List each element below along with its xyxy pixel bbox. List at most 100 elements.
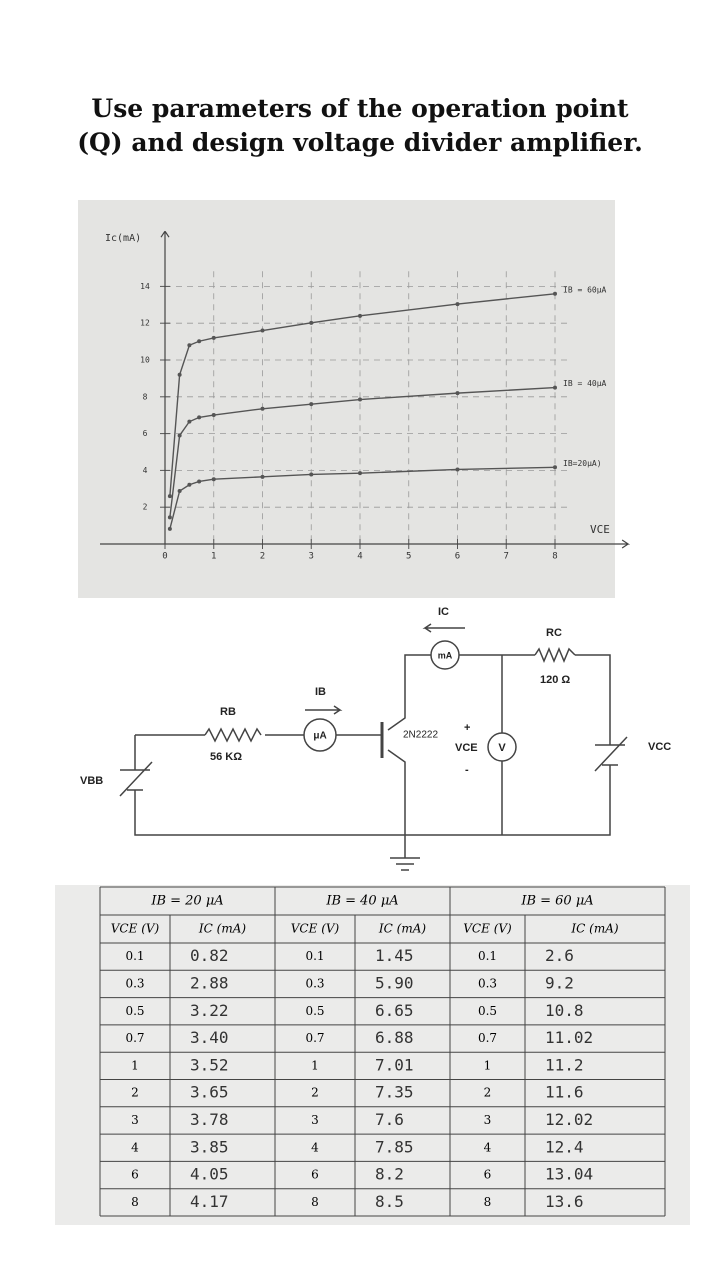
cell: 0.7	[305, 1031, 324, 1045]
point	[358, 313, 362, 318]
cell: 4	[484, 1140, 492, 1154]
circuit: IC mA RC 120 Ω IB RB 56 KΩ μA 2N2222 + V…	[80, 606, 671, 871]
point	[358, 397, 362, 402]
group-header: IB = 60 μA	[520, 894, 593, 909]
cell: 3	[131, 1113, 139, 1127]
cell: 6	[311, 1168, 319, 1182]
label: RC	[546, 627, 562, 639]
measured-value: 13.04	[545, 1165, 593, 1184]
axis-label: Ic(mA)	[105, 233, 141, 244]
cell: 0.3	[478, 976, 497, 990]
x-tick-label: 5	[406, 552, 411, 562]
y-tick-label: 2	[143, 503, 148, 512]
measured-value: 3.22	[190, 1001, 229, 1020]
title-line: (Q) and design voltage divider amplifier…	[77, 128, 643, 157]
cell: 6	[131, 1168, 139, 1182]
y-tick-label: 12	[140, 319, 150, 328]
point	[455, 302, 460, 307]
series-line	[169, 386, 556, 518]
column-header: IC (mA)	[570, 922, 618, 936]
table-photo	[55, 885, 690, 1225]
cell: 0.1	[125, 949, 144, 963]
point	[197, 415, 202, 420]
point	[553, 465, 557, 470]
point	[177, 433, 182, 438]
axis-label: VCE	[590, 523, 610, 536]
measured-value: 0.82	[190, 946, 229, 965]
cell: 2	[311, 1086, 319, 1100]
point	[358, 471, 362, 476]
arrow	[305, 623, 465, 715]
table: IB = 20 μA IB = 40 μA IB = 60 μA VCE (V) IC …	[99, 886, 666, 1217]
resistor	[534, 647, 576, 663]
point	[260, 406, 265, 411]
point	[167, 494, 172, 499]
label: -	[465, 764, 469, 776]
measured-value: 3.65	[190, 1083, 229, 1102]
point	[455, 391, 460, 396]
x-tick-label: 0	[162, 552, 167, 562]
x-tick-label: 6	[455, 552, 460, 562]
measured-value: 5.90	[375, 973, 414, 992]
measured-value: 8.5	[375, 1192, 404, 1211]
point	[187, 343, 192, 348]
point	[309, 402, 314, 407]
label: VCC	[648, 741, 671, 753]
point	[197, 479, 202, 484]
voltmeter	[487, 732, 517, 762]
cell: 0.1	[305, 949, 324, 963]
point	[187, 419, 192, 424]
measured-value: 2.88	[190, 973, 229, 992]
point	[211, 477, 216, 482]
cell: 0.3	[305, 976, 324, 990]
x-tick-label: 1	[211, 552, 216, 562]
series-line	[169, 293, 556, 497]
cell: 0.5	[305, 1004, 324, 1018]
label: VCE	[455, 742, 478, 754]
label: RB	[220, 706, 236, 718]
y-tick-label: 8	[143, 392, 148, 401]
measured-value: 4.05	[190, 1165, 229, 1184]
measured-value: 11.02	[545, 1028, 593, 1047]
point	[455, 467, 460, 472]
label: 2N2222	[403, 730, 438, 741]
cell: 2	[484, 1086, 492, 1100]
measured-value: 2.6	[545, 946, 574, 965]
battery	[119, 736, 628, 797]
column-header: VCE (V)	[291, 922, 340, 936]
wire	[134, 654, 611, 858]
x-tick-label: 3	[309, 552, 314, 562]
cell: 0.3	[125, 976, 144, 990]
x-tick-label: 2	[260, 552, 265, 562]
y-tick-label: 10	[140, 356, 150, 365]
column-header: IC (mA)	[378, 922, 426, 936]
ammeter	[303, 718, 337, 752]
title: Use parameters of the operation point (Q…	[0, 92, 720, 160]
legend-label: IB=20µA)	[563, 459, 602, 468]
group-header: IB = 20 μA	[150, 894, 223, 909]
column-header: VCE (V)	[463, 922, 512, 936]
point	[553, 385, 557, 390]
measured-value: 8.2	[375, 1165, 404, 1184]
cell: 0.1	[478, 949, 497, 963]
measured-value: 6.65	[375, 1001, 414, 1020]
point	[260, 474, 265, 479]
x-tick-label: 8	[552, 552, 557, 562]
resistor	[204, 727, 262, 743]
cell: 1	[311, 1058, 319, 1072]
y-tick-label: 14	[140, 282, 150, 291]
legend-label: IB = 40µA	[563, 379, 607, 388]
measured-value: 9.2	[545, 973, 574, 992]
ground	[390, 857, 420, 871]
point	[553, 291, 557, 296]
legend-label: IB = 60µA	[563, 285, 607, 294]
cell: 0.7	[125, 1031, 144, 1045]
point	[309, 472, 314, 477]
measured-value: 7.6	[375, 1110, 404, 1129]
series-line	[169, 466, 556, 530]
ammeter	[430, 640, 460, 670]
measured-value: 3.78	[190, 1110, 229, 1129]
